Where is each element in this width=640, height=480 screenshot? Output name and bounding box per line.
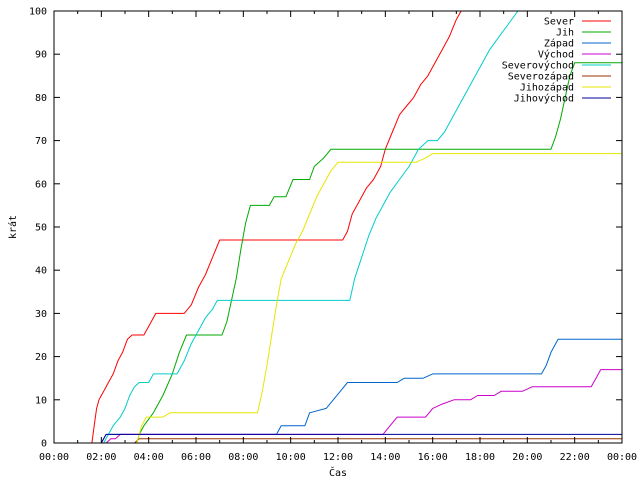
y-tick-label: 0 — [41, 439, 47, 450]
y-tick-label: 60 — [35, 179, 47, 190]
x-tick-label: 12:00 — [323, 452, 353, 463]
legend-label: Sever — [544, 17, 574, 28]
legend-label: Jih — [556, 28, 574, 39]
y-tick-label: 20 — [35, 352, 47, 363]
y-axis-label: krát — [7, 215, 19, 239]
series-line-jih — [136, 62, 622, 444]
series-line-sever — [91, 10, 462, 444]
series-line-jihovýchod — [100, 433, 622, 444]
legend-label: Jihozápad — [520, 82, 574, 94]
legend-label: Severozápad — [508, 71, 574, 83]
x-tick-label: 20:00 — [512, 452, 542, 463]
legend-label: Severovýchod — [502, 60, 574, 72]
x-tick-label: 08:00 — [228, 452, 258, 463]
y-tick-label: 10 — [35, 395, 47, 406]
y-tick-label: 30 — [35, 309, 47, 320]
x-tick-label: 10:00 — [276, 452, 306, 463]
series-layer — [91, 10, 622, 444]
legend-label: Východ — [538, 49, 574, 61]
x-axis-label: Čas — [329, 466, 347, 479]
y-tick-label: 50 — [35, 223, 47, 234]
x-tick-label: 00:00 — [607, 452, 637, 463]
series-line-západ — [100, 338, 622, 444]
x-tick-label: 22:00 — [560, 452, 590, 463]
legend: SeverJihZápadVýchodSeverovýchodSeverozáp… — [502, 17, 611, 105]
series-line-severovýchod — [103, 10, 519, 444]
axis-layer: 00:00 02:00 04:00 06:00 08:00 10:00 12:00 14:00… — [29, 7, 637, 464]
series-line-severozápad — [134, 438, 622, 444]
legend-label: Západ — [544, 38, 574, 50]
x-tick-label: 16:00 — [418, 452, 448, 463]
x-tick-label: 02:00 — [86, 452, 116, 463]
x-tick-label: 00:00 — [39, 452, 69, 463]
y-tick-label: 80 — [35, 93, 47, 104]
x-tick-label: 06:00 — [181, 452, 211, 463]
x-tick-label: 18:00 — [465, 452, 495, 463]
series-line-jihozápad — [136, 153, 622, 444]
y-tick-label: 100 — [29, 7, 47, 18]
y-tick-label: 90 — [35, 50, 47, 61]
y-tick-label: 70 — [35, 136, 47, 147]
y-tick-label: 40 — [35, 266, 47, 277]
legend-label: Jihovýchod — [514, 93, 574, 105]
x-tick-label: 04:00 — [134, 452, 164, 463]
x-tick-label: 14:00 — [370, 452, 400, 463]
